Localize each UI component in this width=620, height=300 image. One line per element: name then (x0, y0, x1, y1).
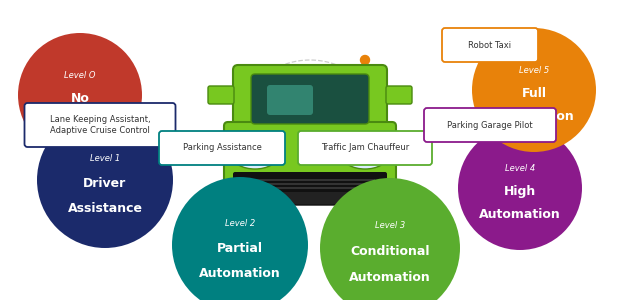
Ellipse shape (288, 148, 298, 157)
FancyBboxPatch shape (442, 28, 538, 62)
FancyBboxPatch shape (227, 179, 393, 205)
Text: Level O: Level O (64, 71, 95, 80)
Text: Automation: Automation (493, 110, 575, 122)
Text: Driver: Driver (83, 177, 126, 190)
FancyBboxPatch shape (424, 108, 556, 142)
FancyBboxPatch shape (245, 178, 375, 181)
Ellipse shape (360, 56, 370, 64)
Text: Partial: Partial (217, 242, 263, 255)
FancyBboxPatch shape (233, 172, 387, 192)
FancyBboxPatch shape (245, 182, 375, 185)
Text: Level 3: Level 3 (375, 221, 405, 230)
Text: Parking Garage Pilot: Parking Garage Pilot (447, 121, 533, 130)
Text: Robot Taxi: Robot Taxi (469, 40, 512, 50)
Ellipse shape (232, 197, 258, 211)
Text: Level 2: Level 2 (225, 219, 255, 228)
Text: Traffic Jam Chauffeur: Traffic Jam Chauffeur (321, 143, 409, 152)
Text: Lane Keeping Assistant,
Adaptive Cruise Control: Lane Keeping Assistant, Adaptive Cruise … (50, 115, 150, 135)
Ellipse shape (350, 149, 380, 165)
Ellipse shape (37, 112, 173, 248)
Text: Automation: Automation (199, 267, 281, 280)
Text: Level 5: Level 5 (519, 66, 549, 75)
Text: Full: Full (521, 87, 546, 100)
Ellipse shape (472, 28, 596, 152)
Ellipse shape (373, 124, 383, 133)
Ellipse shape (260, 121, 268, 130)
FancyBboxPatch shape (25, 103, 175, 147)
Ellipse shape (233, 145, 277, 169)
Text: Conditional: Conditional (350, 245, 430, 258)
FancyBboxPatch shape (208, 86, 234, 104)
FancyBboxPatch shape (159, 131, 285, 165)
FancyBboxPatch shape (298, 131, 432, 165)
Ellipse shape (320, 178, 460, 300)
Ellipse shape (337, 148, 347, 157)
FancyBboxPatch shape (245, 187, 375, 189)
Ellipse shape (362, 197, 388, 211)
Ellipse shape (240, 149, 270, 165)
Ellipse shape (223, 193, 267, 215)
Ellipse shape (458, 126, 582, 250)
Text: Automation: Automation (479, 208, 561, 220)
Text: No: No (71, 92, 89, 105)
Text: Automation: Automation (39, 115, 121, 128)
FancyBboxPatch shape (251, 74, 369, 124)
FancyBboxPatch shape (267, 85, 313, 115)
Ellipse shape (18, 33, 142, 157)
Text: Automation: Automation (349, 271, 431, 284)
FancyBboxPatch shape (224, 122, 396, 188)
FancyBboxPatch shape (233, 65, 387, 137)
Text: Level 4: Level 4 (505, 164, 535, 173)
Ellipse shape (343, 145, 387, 169)
Text: High: High (504, 184, 536, 198)
Ellipse shape (353, 193, 397, 215)
Ellipse shape (264, 68, 273, 76)
FancyBboxPatch shape (386, 86, 412, 104)
Text: Level 1: Level 1 (90, 154, 120, 163)
Ellipse shape (172, 177, 308, 300)
Text: Assistance: Assistance (68, 202, 143, 215)
Text: Parking Assistance: Parking Assistance (182, 143, 262, 152)
